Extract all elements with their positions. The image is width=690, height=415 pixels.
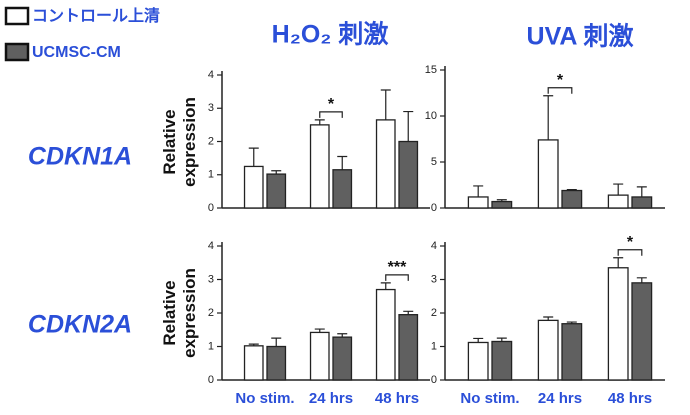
bar <box>266 173 287 209</box>
y-tick-label: 0 <box>431 374 437 386</box>
error-bar <box>380 282 391 290</box>
bar <box>266 345 287 381</box>
bar <box>607 267 629 381</box>
error-bar <box>403 110 414 142</box>
y-tick-label: 3 <box>208 102 214 114</box>
bar <box>309 331 330 381</box>
significance-bracket <box>547 87 573 94</box>
error-bar <box>543 316 554 321</box>
significance-label: * <box>328 96 335 113</box>
significance-bracket <box>385 274 409 281</box>
y-tick-label: 2 <box>208 135 214 147</box>
y-tick-label: 4 <box>431 240 437 252</box>
x-tick-label: 24 hrs <box>309 390 353 407</box>
error-bar <box>496 337 507 342</box>
error-bar <box>271 337 282 347</box>
significance-label: * <box>627 234 634 251</box>
error-bar <box>248 147 259 167</box>
x-tick-label: No stim. <box>460 390 519 407</box>
error-bar <box>566 189 577 191</box>
column-title: H₂O₂ 刺激 <box>272 20 389 49</box>
y-tick-label: 2 <box>208 307 214 319</box>
bar <box>375 119 396 209</box>
error-bar <box>248 343 259 346</box>
error-bar <box>636 186 647 197</box>
bar <box>309 124 330 209</box>
error-bar <box>543 95 554 140</box>
bar <box>537 139 559 209</box>
bar <box>561 189 583 209</box>
y-tick-label: 1 <box>208 340 214 352</box>
significance-label: * <box>557 72 564 89</box>
error-bar <box>566 321 577 324</box>
error-bar <box>314 328 325 333</box>
bar <box>537 319 559 381</box>
x-tick-label: 48 hrs <box>375 390 419 407</box>
y-axis-label: Relative expression <box>160 268 199 358</box>
error-bar <box>473 185 484 197</box>
y-tick-label: 1 <box>208 169 214 181</box>
bar <box>467 196 489 209</box>
error-bar <box>496 199 507 202</box>
y-tick-label: 4 <box>208 69 214 81</box>
bar <box>332 336 353 381</box>
bar <box>398 314 419 381</box>
error-bar <box>380 89 391 120</box>
y-tick-label: 0 <box>431 202 437 214</box>
legend-swatch-white <box>4 6 30 26</box>
y-tick-label: 3 <box>208 273 214 285</box>
y-tick-label: 0 <box>208 374 214 386</box>
bar <box>631 282 653 381</box>
x-tick-label: 24 hrs <box>538 390 582 407</box>
bar <box>398 140 419 209</box>
column-title: UVA 刺激 <box>527 22 634 51</box>
bar <box>243 165 264 209</box>
legend-swatch-gray <box>4 42 30 62</box>
bar <box>491 340 513 381</box>
y-tick-label: 4 <box>208 240 214 252</box>
row-label: CDKN2A <box>28 311 132 339</box>
significance-bracket <box>617 249 643 256</box>
significance-bracket <box>319 111 343 118</box>
bar <box>607 194 629 209</box>
y-tick-label: 3 <box>431 273 437 285</box>
x-tick-label: No stim. <box>235 390 294 407</box>
legend-label: UCMSC-CM <box>32 44 121 61</box>
bar <box>375 288 396 381</box>
bar <box>631 196 653 209</box>
error-bar <box>337 333 348 338</box>
error-bar <box>636 277 647 283</box>
row-label: CDKN1A <box>28 143 132 171</box>
y-tick-label: 0 <box>208 202 214 214</box>
bar <box>467 341 489 381</box>
error-bar <box>473 337 484 343</box>
bar <box>243 345 264 381</box>
error-bar <box>314 119 325 125</box>
y-tick-label: 10 <box>425 110 437 122</box>
bar <box>561 323 583 381</box>
legend-label: コントロール上清 <box>32 7 160 25</box>
bar <box>491 200 513 209</box>
bar <box>332 169 353 209</box>
y-tick-label: 2 <box>431 307 437 319</box>
error-bar <box>271 170 282 175</box>
y-tick-label: 15 <box>425 64 437 76</box>
error-bar <box>613 257 624 268</box>
y-axis-label: Relative expression <box>160 96 199 187</box>
error-bar <box>613 183 624 196</box>
x-tick-label: 48 hrs <box>608 390 652 407</box>
y-tick-label: 1 <box>431 340 437 352</box>
significance-label: *** <box>388 259 407 276</box>
error-bar <box>337 155 348 170</box>
y-tick-label: 5 <box>431 156 437 168</box>
error-bar <box>403 310 414 315</box>
